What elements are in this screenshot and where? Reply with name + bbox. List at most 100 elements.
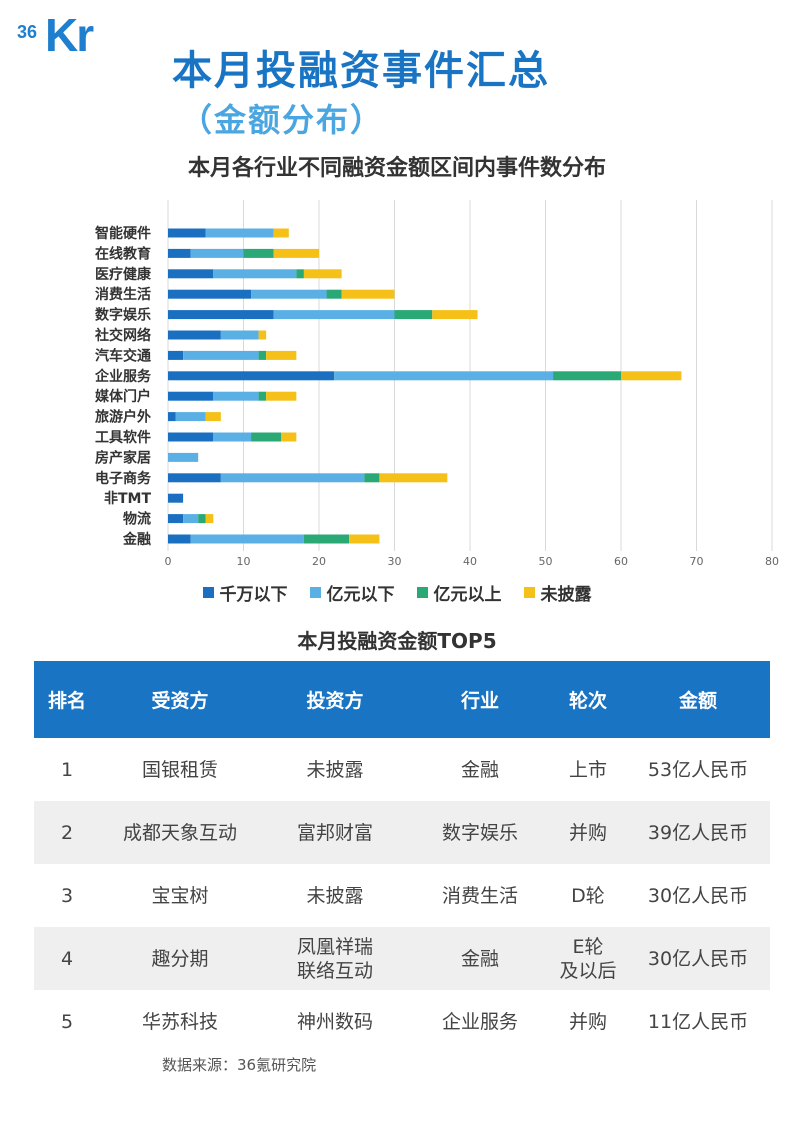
cell-investee: 国银租赁 <box>100 738 260 801</box>
header-investee: 受资方 <box>100 661 260 738</box>
bar-segment <box>213 269 297 279</box>
top5-table: 排名 受资方 投资方 行业 轮次 金额 1 国银租赁 未披露 金融 上市 53亿… <box>34 661 770 1053</box>
cell-investor: 神州数码 <box>260 990 410 1053</box>
bar-segment <box>273 310 395 320</box>
legend-item: 亿元以下 <box>309 580 395 605</box>
x-tick-label: 50 <box>539 555 553 568</box>
bar-segment <box>168 350 184 360</box>
legend-label: 亿元以上 <box>433 585 502 605</box>
cell-investee: 宝宝树 <box>100 864 260 927</box>
table-header-row: 排名 受资方 投资方 行业 轮次 金额 <box>34 661 770 738</box>
category-label: 智能硬件 <box>94 225 151 242</box>
category-label: 医疗健康 <box>95 266 152 283</box>
table-title: 本月投融资金额TOP5 <box>297 629 497 653</box>
category-label: 物流 <box>123 511 151 528</box>
cell-amount: 30亿人民币 <box>626 864 770 927</box>
bar-segment <box>334 371 554 381</box>
cell-amount: 53亿人民币 <box>626 738 770 801</box>
cell-rank: 1 <box>34 738 100 801</box>
x-tick-label: 10 <box>237 555 251 568</box>
cell-rank: 5 <box>34 990 100 1053</box>
legend-item: 千万以下 <box>202 580 288 605</box>
bar-segment <box>168 330 221 340</box>
header-industry: 行业 <box>410 661 550 738</box>
legend-swatch <box>202 587 214 598</box>
category-label: 工具软件 <box>95 429 151 446</box>
bar-segment <box>213 432 252 442</box>
bar-segment <box>168 371 335 381</box>
category-label: 旅游户外 <box>95 409 151 426</box>
category-label: 汽车交通 <box>95 347 151 364</box>
cell-investor: 未披露 <box>260 864 410 927</box>
bar-segment <box>273 248 319 258</box>
bar-segment <box>175 412 206 422</box>
bar-segment <box>394 310 433 320</box>
table-row: 3 宝宝树 未披露 消费生活 D轮 30亿人民币 <box>34 864 770 927</box>
category-label: 企业服务 <box>94 368 152 385</box>
page-title: 本月投融资事件汇总 <box>172 48 550 94</box>
bar-segment <box>303 269 342 279</box>
page-subtitle: （金额分布） <box>180 101 385 139</box>
category-label: 金融 <box>122 531 151 548</box>
bar-segment <box>258 391 267 401</box>
cell-investee: 成都天象互动 <box>100 801 260 864</box>
bar-segment <box>266 350 297 360</box>
category-label: 数字娱乐 <box>95 307 151 324</box>
bar-segment <box>296 269 304 279</box>
cell-industry: 数字娱乐 <box>410 801 550 864</box>
cell-investee: 趣分期 <box>100 927 260 990</box>
chart-title: 本月各行业不同融资金额区间内事件数分布 <box>187 156 606 181</box>
logo-superscript: 36 <box>17 22 38 42</box>
bar-segment <box>168 248 191 258</box>
bar-segment <box>168 452 199 462</box>
category-label: 电子商务 <box>95 470 152 487</box>
category-label: 非TMT <box>104 490 151 507</box>
legend-swatch <box>309 587 321 598</box>
bar-segment <box>168 432 214 442</box>
header-round: 轮次 <box>550 661 626 738</box>
bar-segment <box>258 330 267 340</box>
category-label: 在线教育 <box>95 245 151 262</box>
cell-round: D轮 <box>550 864 626 927</box>
logo-text: Kr <box>45 9 94 61</box>
bar-segment <box>168 534 191 544</box>
table-row: 2 成都天象互动 富邦财富 数字娱乐 并购 39亿人民币 <box>34 801 770 864</box>
bar-segment <box>251 432 282 442</box>
bar-segment <box>273 228 289 238</box>
bar-segment <box>168 269 214 279</box>
category-label: 媒体门户 <box>94 388 151 405</box>
bar-segment <box>190 248 244 258</box>
bar-segment <box>198 514 206 524</box>
cell-amount: 39亿人民币 <box>626 801 770 864</box>
legend-item: 亿元以上 <box>416 580 502 605</box>
table-row: 5 华苏科技 神州数码 企业服务 并购 11亿人民币 <box>34 990 770 1053</box>
bar-segment <box>251 289 327 299</box>
bar-segment <box>168 228 206 238</box>
bar-segment <box>432 310 478 320</box>
bar-segment <box>168 473 221 483</box>
cell-rank: 2 <box>34 801 100 864</box>
bar-segment <box>220 473 365 483</box>
bar-segment <box>281 432 297 442</box>
cell-industry: 金融 <box>410 738 550 801</box>
bar-segment <box>341 289 395 299</box>
table-row: 1 国银租赁 未披露 金融 上市 53亿人民币 <box>34 738 770 801</box>
legend-label: 亿元以下 <box>326 585 395 605</box>
cell-industry: 金融 <box>410 927 550 990</box>
legend-label: 千万以下 <box>219 585 288 605</box>
bar-segment <box>243 248 274 258</box>
cell-round: 并购 <box>550 990 626 1053</box>
bar-segment <box>168 289 252 299</box>
x-tick-label: 40 <box>463 555 477 568</box>
bar-segment <box>205 514 214 524</box>
bar-segment <box>205 228 274 238</box>
bar-segment <box>349 534 380 544</box>
cell-rank: 3 <box>34 864 100 927</box>
header-rank: 排名 <box>34 661 100 738</box>
bar-segment <box>168 493 184 503</box>
x-tick-label: 80 <box>765 555 779 568</box>
header-investor: 投资方 <box>260 661 410 738</box>
stacked-bar-chart: 0 10 20 30 40 50 60 70 80 智能硬件在线教育医疗健康消费生活数字娱乐社交网… <box>94 200 779 568</box>
bar-segment <box>258 350 267 360</box>
bar-segment <box>303 534 350 544</box>
